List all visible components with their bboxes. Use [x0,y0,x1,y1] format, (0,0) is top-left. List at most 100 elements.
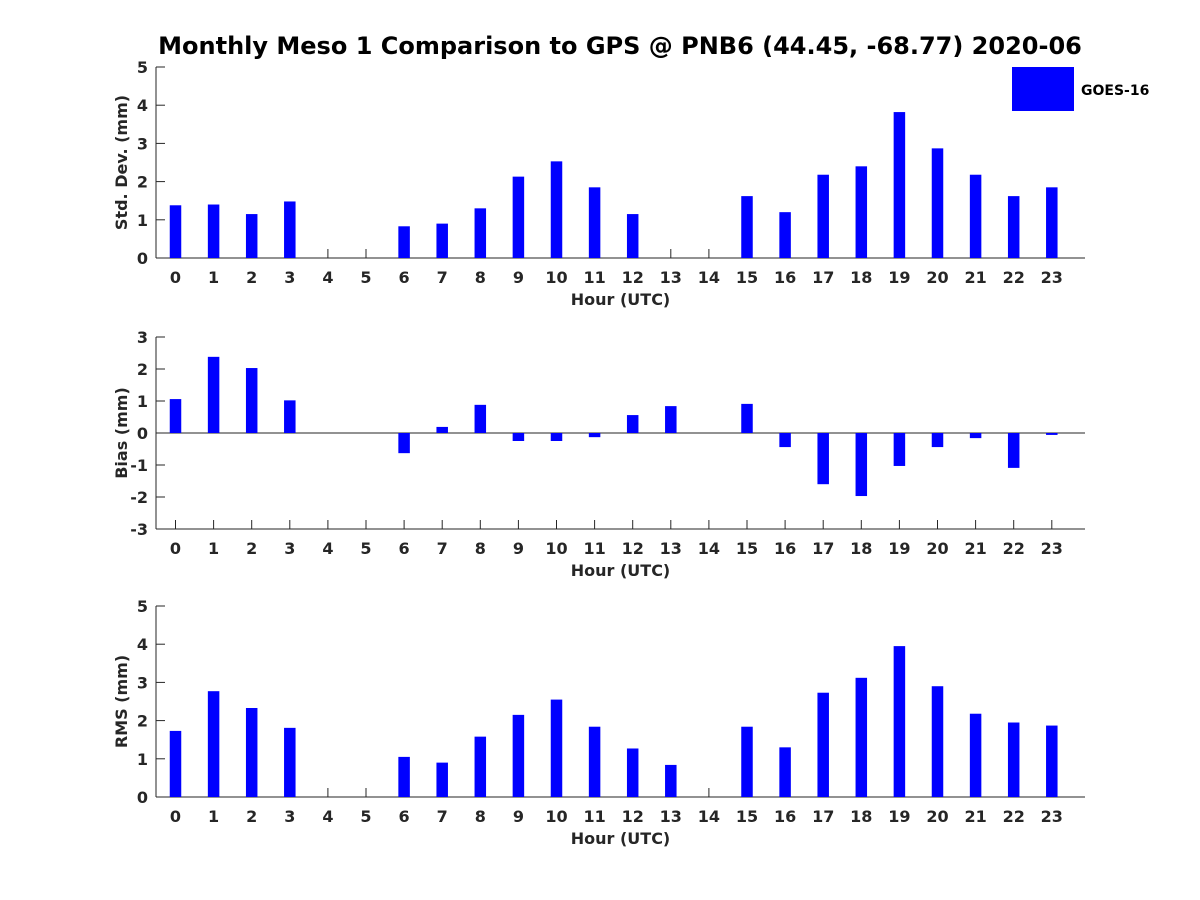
rms-bar-hour-12 [626,748,639,797]
bias-bar-hour-3 [284,400,296,433]
bias-x-tick-label: 21 [964,539,986,558]
rms-bar-hour-6 [398,756,410,797]
std-dev-x-tick-label: 18 [850,268,872,287]
rms-bar-hour-11 [588,726,601,797]
std-dev-bar-hour-8 [474,208,487,258]
bias-y-tick-label: 1 [137,392,148,411]
rms-bar-hour-23 [1046,725,1058,797]
bias-x-tick-label: 13 [660,539,682,558]
rms-x-tick-label: 16 [774,807,796,826]
bias-y-tick-label: -2 [130,488,148,507]
rms-x-tick-label: 7 [437,807,448,826]
bias-x-axis-label: Hour (UTC) [571,561,671,580]
rms-x-axis-label: Hour (UTC) [571,829,671,848]
std-dev-x-tick-label: 1 [208,268,219,287]
std-dev-bar-hour-16 [779,212,791,258]
rms-y-tick-label: 4 [137,635,148,654]
rms-y-tick-label: 1 [137,750,148,769]
std-dev-x-tick-label: 5 [360,268,371,287]
rms-y-tick-label: 2 [137,712,148,731]
rms-x-tick-label: 19 [888,807,910,826]
rms-x-tick-label: 8 [475,807,486,826]
std-dev-bar-hour-20 [931,148,944,258]
bias-bar-hour-21 [969,433,982,439]
bias-y-tick-label: -3 [130,520,148,539]
bias-x-tick-label: 19 [888,539,910,558]
bias-bar-hour-2 [245,368,258,433]
bias-bar-hour-18 [855,433,868,497]
bias-x-tick-label: 9 [513,539,524,558]
std-dev-x-tick-label: 23 [1041,268,1063,287]
std-dev-x-tick-label: 20 [926,268,948,287]
bias-y-axis-label: Bias (mm) [112,387,131,479]
bias-x-tick-label: 15 [736,539,758,558]
rms-x-tick-label: 2 [246,807,257,826]
legend-label-goes-16: GOES-16 [1081,83,1149,99]
std-dev-x-tick-label: 8 [475,268,486,287]
bias-x-tick-label: 7 [437,539,448,558]
std-dev-x-tick-label: 21 [964,268,986,287]
bias-x-tick-label: 3 [284,539,295,558]
bias-bar-hour-6 [398,433,410,454]
bias-x-tick-label: 12 [622,539,644,558]
bias-x-tick-label: 16 [774,539,796,558]
rms-x-tick-label: 13 [660,807,682,826]
std-dev-bar-hour-0 [169,205,182,258]
std-dev-bar-hour-19 [893,112,906,259]
bias-bar-hour-13 [665,406,677,433]
rms-x-tick-label: 15 [736,807,758,826]
rms-bar-hour-19 [893,646,906,797]
std-dev-y-tick-label: 1 [137,211,148,230]
std-dev-y-tick-label: 2 [137,173,148,192]
rms-x-tick-label: 18 [850,807,872,826]
bias-x-tick-label: 8 [475,539,486,558]
rms-bar-hour-0 [169,730,182,797]
rms-bar-hour-2 [245,707,258,797]
std-dev-y-tick-label: 3 [137,134,148,153]
std-dev-bar-hour-3 [284,201,296,258]
std-dev-x-tick-label: 2 [246,268,257,287]
rms-y-tick-label: 0 [137,788,148,807]
rms-bar-hour-22 [1007,722,1020,797]
std-dev-bar-hour-1 [207,204,220,258]
rms-x-tick-label: 6 [399,807,410,826]
bias-x-tick-label: 5 [360,539,371,558]
rms-bar-hour-3 [284,727,296,797]
bias-x-tick-label: 20 [926,539,948,558]
rms-bar-hour-16 [779,747,791,797]
std-dev-y-tick-label: 4 [137,96,148,115]
bias-x-tick-label: 22 [1003,539,1025,558]
rms-bar-hour-13 [665,764,677,797]
rms-bar-hour-9 [512,714,525,797]
legend-swatch-goes-16 [1012,67,1074,111]
std-dev-bar-hour-22 [1007,196,1020,258]
std-dev-x-tick-label: 17 [812,268,834,287]
std-dev-bar-hour-23 [1046,187,1058,258]
bias-x-tick-label: 0 [170,539,181,558]
bias-x-tick-label: 6 [399,539,410,558]
std-dev-bar-hour-6 [398,226,410,258]
std-dev-x-tick-label: 10 [545,268,567,287]
rms-x-tick-label: 5 [360,807,371,826]
rms-bar-hour-8 [474,736,487,797]
figure-title: Monthly Meso 1 Comparison to GPS @ PNB6 … [158,32,1082,60]
std-dev-bar-hour-17 [817,174,829,258]
std-dev-bar-hour-7 [436,223,448,258]
std-dev-x-axis-label: Hour (UTC) [571,290,671,309]
bias-x-tick-label: 17 [812,539,834,558]
std-dev-y-axis-label: Std. Dev. (mm) [112,95,131,230]
std-dev-bar-hour-12 [626,214,639,258]
std-dev-x-tick-label: 12 [622,268,644,287]
bias-bar-hour-17 [817,433,829,485]
std-dev-x-tick-label: 13 [660,268,682,287]
bias-bar-hour-10 [550,433,563,441]
rms-bar-hour-7 [436,762,448,797]
bias-x-tick-label: 10 [545,539,567,558]
bias-bar-hour-20 [931,433,944,448]
std-dev-x-tick-label: 9 [513,268,524,287]
std-dev-x-tick-label: 11 [583,268,605,287]
std-dev-bar-hour-9 [512,176,525,258]
